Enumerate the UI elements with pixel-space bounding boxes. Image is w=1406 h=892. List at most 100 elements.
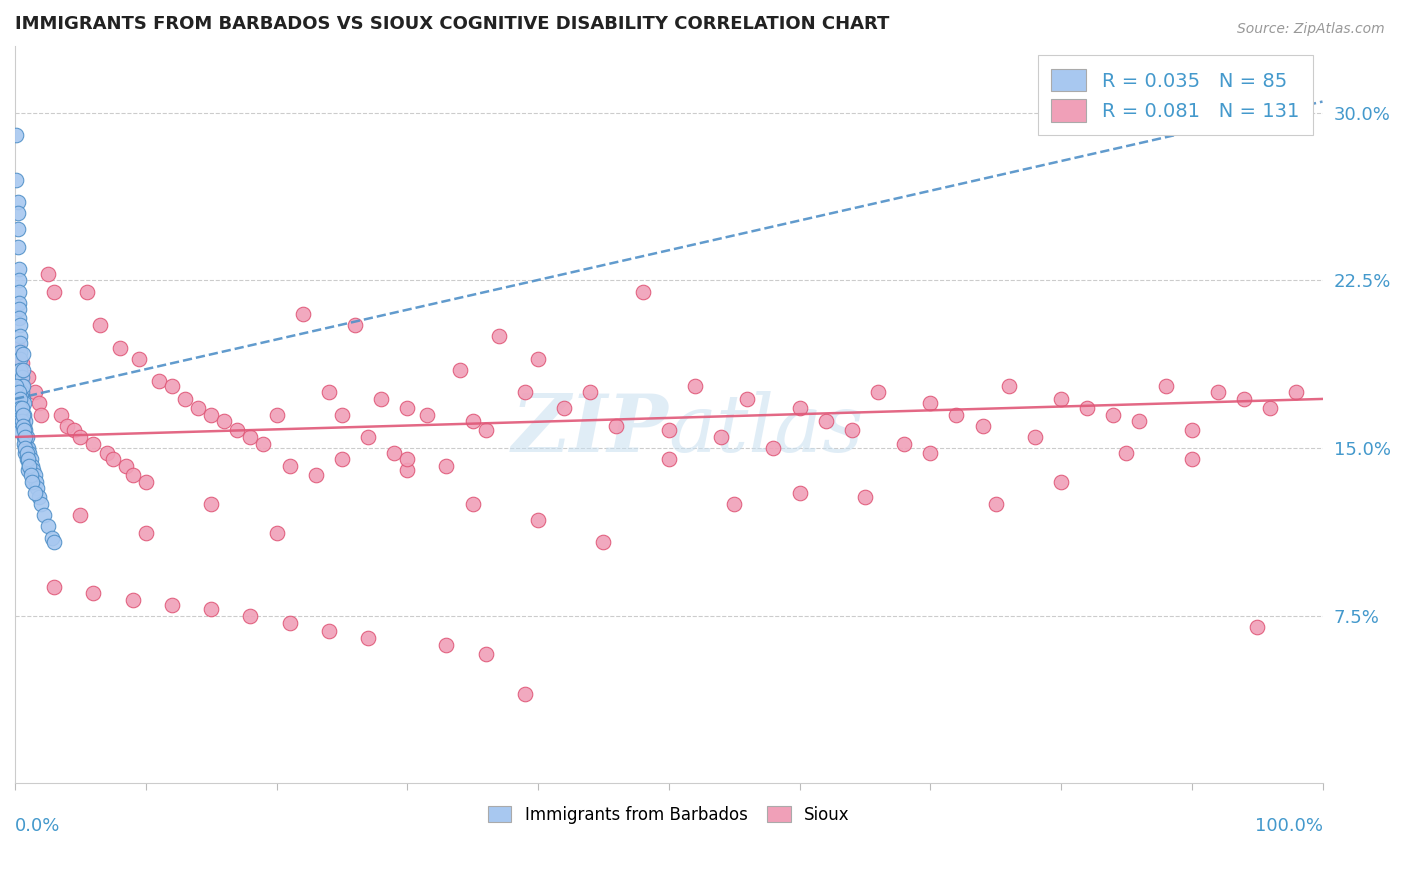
- Point: [21, 458, 44, 473]
- Point: [1233, 392, 1256, 406]
- Point: [6, 128, 28, 142]
- Point: [1206, 385, 1229, 400]
- Point: [318, 624, 340, 639]
- Point: [27, 396, 49, 410]
- Point: [30, 408, 52, 422]
- Point: [382, 445, 405, 459]
- Point: [10, 369, 32, 384]
- Point: [305, 467, 328, 482]
- Point: [8, 329, 31, 343]
- Point: [14, 430, 37, 444]
- Point: [15, 430, 38, 444]
- Point: [735, 392, 758, 406]
- Point: [14, 441, 37, 455]
- Point: [7, 385, 30, 400]
- Point: [10, 392, 32, 406]
- Point: [13, 436, 35, 450]
- Point: [20, 467, 42, 482]
- Point: [7, 195, 30, 210]
- Point: [10, 356, 32, 370]
- Point: [41, 531, 63, 545]
- Point: [7, 423, 30, 437]
- Point: [6, 378, 28, 392]
- Point: [762, 441, 785, 455]
- Point: [11, 363, 34, 377]
- Point: [13, 418, 35, 433]
- Point: [853, 491, 876, 505]
- Point: [187, 401, 209, 415]
- Point: [24, 385, 46, 400]
- Point: [1050, 392, 1073, 406]
- Point: [17, 452, 39, 467]
- Point: [160, 598, 183, 612]
- Point: [32, 508, 55, 523]
- Point: [436, 638, 458, 652]
- Point: [25, 481, 48, 495]
- Text: Source: ZipAtlas.com: Source: ZipAtlas.com: [1237, 22, 1385, 37]
- Point: [37, 519, 59, 533]
- Point: [1024, 430, 1046, 444]
- Point: [30, 497, 52, 511]
- Point: [1246, 620, 1268, 634]
- Point: [461, 497, 484, 511]
- Point: [14, 445, 37, 459]
- Point: [789, 401, 811, 415]
- Point: [15, 441, 38, 455]
- Point: [997, 378, 1019, 392]
- Point: [18, 445, 41, 459]
- Text: 100.0%: 100.0%: [1254, 817, 1323, 835]
- Point: [14, 434, 37, 449]
- Point: [866, 385, 889, 400]
- Point: [226, 423, 249, 437]
- Point: [318, 385, 340, 400]
- Point: [10, 385, 32, 400]
- Point: [291, 307, 314, 321]
- Point: [25, 475, 48, 489]
- Point: [11, 408, 34, 422]
- Point: [10, 378, 32, 392]
- Point: [82, 436, 104, 450]
- Point: [723, 497, 745, 511]
- Point: [461, 414, 484, 428]
- Point: [44, 535, 66, 549]
- Point: [1181, 423, 1204, 437]
- Text: 0.0%: 0.0%: [15, 817, 60, 835]
- Point: [69, 430, 91, 444]
- Point: [10, 414, 32, 428]
- Point: [920, 445, 942, 459]
- Point: [330, 452, 353, 467]
- Point: [11, 347, 34, 361]
- Point: [17, 463, 39, 477]
- Point: [200, 602, 222, 616]
- Point: [343, 318, 366, 333]
- Point: [8, 401, 31, 415]
- Point: [239, 430, 262, 444]
- Point: [135, 475, 157, 489]
- Point: [984, 497, 1007, 511]
- Point: [56, 418, 79, 433]
- Point: [15, 445, 38, 459]
- Point: [15, 452, 38, 467]
- Point: [24, 486, 46, 500]
- Point: [135, 526, 157, 541]
- Point: [6, 173, 28, 187]
- Point: [278, 615, 301, 630]
- Point: [7, 408, 30, 422]
- Point: [13, 408, 35, 422]
- Point: [49, 408, 72, 422]
- Text: atlas: atlas: [669, 391, 865, 468]
- Point: [449, 363, 471, 377]
- Point: [20, 463, 42, 477]
- Point: [488, 329, 510, 343]
- Point: [527, 513, 550, 527]
- Point: [252, 436, 274, 450]
- Point: [200, 408, 222, 422]
- Point: [11, 392, 34, 406]
- Point: [592, 535, 614, 549]
- Point: [893, 436, 915, 450]
- Point: [17, 452, 39, 467]
- Point: [683, 378, 706, 392]
- Point: [27, 491, 49, 505]
- Point: [579, 385, 602, 400]
- Point: [10, 408, 32, 422]
